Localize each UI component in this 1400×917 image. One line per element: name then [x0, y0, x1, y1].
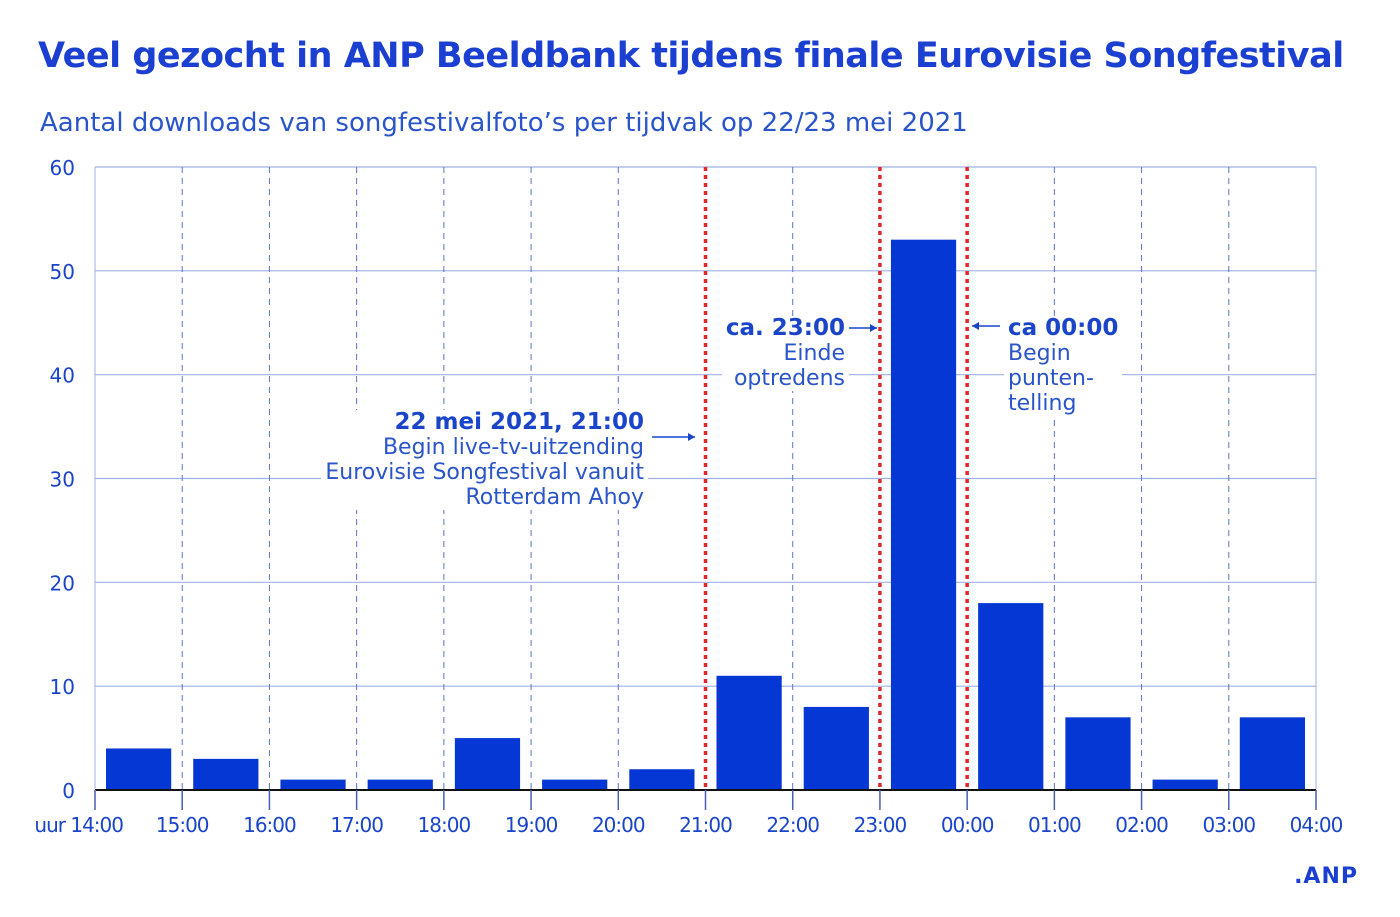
y-tick-label: 40 [50, 364, 75, 388]
bar-01-02 [1065, 717, 1131, 790]
bar-21-22 [716, 675, 782, 790]
annotation-line: optredens [733, 366, 845, 391]
anp-logo: .ANP [1294, 864, 1358, 889]
y-tick-label: 60 [50, 156, 75, 180]
annotation-heading: 22 mei 2021, 21:00 [394, 409, 644, 435]
annotation-end-performances: ca. 23:00 Einde optredens [721, 315, 849, 391]
bar-15-16 [193, 758, 259, 790]
bar-03-04 [1239, 717, 1305, 790]
annotation-line: telling [1008, 391, 1077, 416]
y-tick-label: 0 [62, 779, 75, 803]
y-tick-label: 10 [50, 675, 75, 699]
x-tick-label: 01:00 [1028, 813, 1081, 837]
annotation-line: Begin [1008, 341, 1071, 366]
arrow-head-icon [870, 324, 877, 332]
bar-22-23 [803, 706, 869, 790]
annotation-line: punten- [1008, 366, 1094, 391]
chart-subtitle: Aantal downloads van songfestivalfoto’s … [40, 108, 968, 138]
x-tick-label: 02:00 [1115, 813, 1168, 837]
x-tick-label: 16:00 [243, 813, 296, 837]
y-tick-label: 50 [50, 260, 75, 284]
bar-18-19 [454, 738, 521, 790]
annotation-line: Einde [783, 341, 845, 366]
x-tick-label: 03:00 [1202, 813, 1255, 837]
bar-17-18 [367, 779, 433, 790]
y-tick-label: 20 [50, 571, 75, 595]
arrow-head-icon [972, 322, 979, 330]
annotation-broadcast-start: 22 mei 2021, 21:00 Begin live-tv-uitzend… [321, 410, 648, 510]
x-tick-label: 15:00 [156, 813, 209, 837]
chart-title: Veel gezocht in ANP Beeldbank tijdens fi… [38, 36, 1344, 76]
bar-23-00 [890, 239, 957, 790]
y-tick-label: 30 [50, 468, 75, 492]
x-tick-label: 22:00 [766, 813, 819, 837]
bar-20-21 [629, 769, 695, 790]
annotation-heading: ca. 23:00 [725, 315, 845, 341]
bar-02-03 [1152, 779, 1218, 790]
x-tick-label: uur 14:00 [34, 813, 123, 837]
annotation-line: Begin live-tv-uitzending [382, 435, 644, 460]
x-tick-label: 17:00 [330, 813, 383, 837]
annotation-line: Eurovisie Songfestival vanuit [325, 460, 644, 485]
x-tick-label: 04:00 [1290, 813, 1343, 837]
bar-00-01 [978, 603, 1044, 790]
x-tick-label: 23:00 [854, 813, 907, 837]
annotation-heading: ca 00:00 [1008, 315, 1119, 341]
x-tick-label: 00:00 [941, 813, 994, 837]
annotation-voting-start: ca 00:00 Begin punten- telling [1004, 315, 1123, 416]
x-tick-label: 20:00 [592, 813, 645, 837]
bar-19-20 [542, 779, 608, 790]
x-tick-label: 19:00 [505, 813, 558, 837]
arrow-head-icon [688, 433, 695, 441]
bar-14-15 [106, 748, 172, 790]
x-tick-label: 18:00 [418, 813, 471, 837]
x-tick-label: 21:00 [679, 813, 732, 837]
bar-16-17 [280, 779, 346, 790]
annotation-line: Rotterdam Ahoy [465, 485, 644, 510]
